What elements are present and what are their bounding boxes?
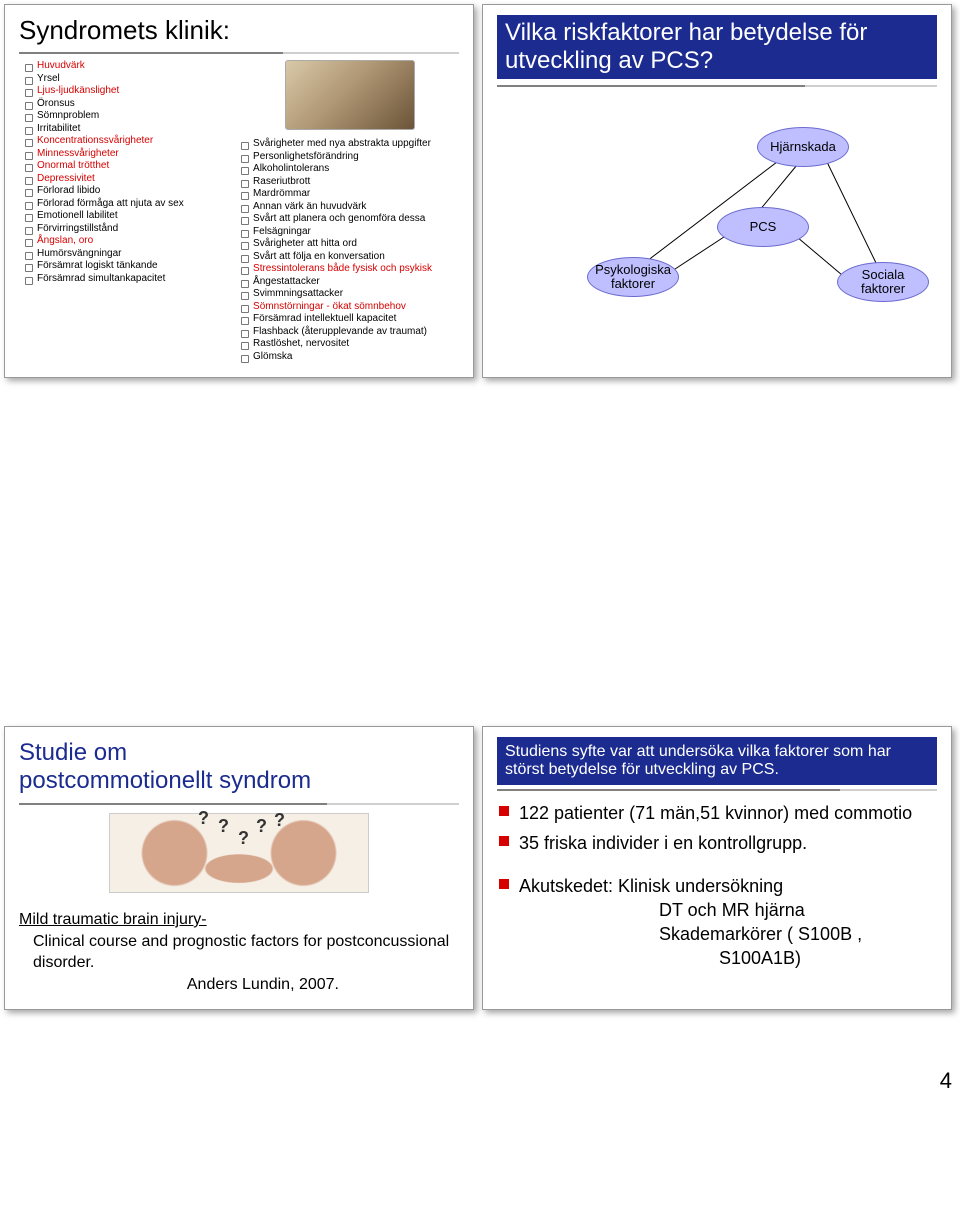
symptom-item: Yrsel: [25, 73, 237, 86]
title-underline: [19, 52, 459, 54]
bullet-item: 35 friska individer i en kontrollgrupp.: [497, 831, 937, 855]
symptom-item: Försämrad simultankapacitet: [25, 273, 237, 286]
symptom-item: Felsägningar: [241, 226, 459, 239]
headache-image: [285, 60, 415, 130]
bullet-item: Akutskedet: Klinisk undersökningDT och M…: [497, 874, 937, 971]
slide3-title-line2: postcommotionellt syndrom: [19, 767, 311, 794]
symptom-item: Ångestattacker: [241, 276, 459, 289]
symptom-item: Personlighetsförändring: [241, 151, 459, 164]
qmark-icon: ?: [274, 810, 285, 831]
qmark-icon: ?: [238, 828, 249, 849]
node-pcs: PCS: [717, 207, 809, 247]
symptom-list-right: Svårigheter med nya abstrakta uppgifterP…: [241, 138, 459, 363]
handout-spacer: [0, 382, 960, 722]
title-underline: [19, 803, 459, 805]
symptom-item: Förvirringstillstånd: [25, 223, 237, 236]
bullet-subline: Skademarkörer ( S100B ,: [519, 922, 937, 946]
symptom-item: Ångslan, oro: [25, 235, 237, 248]
symptom-item: Koncentrationssvårigheter: [25, 135, 237, 148]
node-psykologiska: Psykologiska faktorer: [587, 257, 679, 297]
qmark-icon: ?: [218, 816, 229, 837]
node-hjarnskada: Hjärnskada: [757, 127, 849, 167]
slide-riskfaktorer: Vilka riskfaktorer har betydelse för utv…: [482, 4, 952, 378]
symptom-item: Öronsus: [25, 98, 237, 111]
symptom-item: Raseriutbrott: [241, 176, 459, 189]
node-sociala: Sociala faktorer: [837, 262, 929, 302]
symptom-item: Emotionell labilitet: [25, 210, 237, 223]
slide-studie-pcs: Studie om postcommotionellt syndrom ? ? …: [4, 726, 474, 1010]
slide4-bullets: 122 patienter (71 män,51 kvinnor) med co…: [497, 801, 937, 971]
symptom-item: Minnessvårigheter: [25, 148, 237, 161]
symptom-item: Förlorad förmåga att njuta av sex: [25, 198, 237, 211]
symptom-item: Humörsvängningar: [25, 248, 237, 261]
symptom-item: Ljus-ljudkänslighet: [25, 85, 237, 98]
symptom-item: Annan värk än huvudvärk: [241, 201, 459, 214]
symptom-item: Sömnproblem: [25, 110, 237, 123]
slide-studiens-syfte: Studiens syfte var att undersöka vilka f…: [482, 726, 952, 1010]
title-underline: [497, 789, 937, 791]
qmark-icon: ?: [256, 816, 267, 837]
symptom-item: Försämrat logiskt tänkande: [25, 260, 237, 273]
qmark-icon: ?: [198, 808, 209, 829]
symptom-list-left: HuvudvärkYrselLjus-ljudkänslighetÖronsus…: [25, 60, 237, 285]
bullet-subline: S100A1B): [519, 946, 937, 970]
symptom-item: Försämrad intellektuell kapacitet: [241, 313, 459, 326]
reference-author: Anders Lundin, 2007.: [19, 974, 459, 996]
bullet-subline: DT och MR hjärna: [519, 898, 937, 922]
reference-title: Mild traumatic brain injury-: [19, 911, 207, 928]
page-number: 4: [940, 1068, 952, 1094]
symptom-item: Svårt att planera och genomföra dessa: [241, 213, 459, 226]
symptom-item: Onormal trötthet: [25, 160, 237, 173]
symptom-item: Huvudvärk: [25, 60, 237, 73]
symptom-item: Mardrömmar: [241, 188, 459, 201]
symptom-item: Flashback (återupplevande av traumat): [241, 326, 459, 339]
symptom-item: Svårigheter med nya abstrakta uppgifter: [241, 138, 459, 151]
risk-diagram: Hjärnskada PCS Psykologiska faktorer Soc…: [497, 107, 937, 327]
reference-block: Mild traumatic brain injury- Clinical co…: [19, 909, 459, 995]
slide4-lead: Studiens syfte var att undersöka vilka f…: [497, 737, 937, 785]
symptom-item: Svårigheter att hitta ord: [241, 238, 459, 251]
symptom-item: Förlorad libido: [25, 185, 237, 198]
symptom-item: Rastlöshet, nervositet: [241, 338, 459, 351]
symptom-item: Sömnstörningar - ökat sömnbehov: [241, 301, 459, 314]
title-underline: [497, 85, 937, 87]
symptom-item: Svimmningsattacker: [241, 288, 459, 301]
symptom-item: Svårt att följa en konversation: [241, 251, 459, 264]
symptom-item: Stressintolerans både fysisk och psykisk: [241, 263, 459, 276]
symptom-item: Irritabilitet: [25, 123, 237, 136]
slide2-title: Vilka riskfaktorer har betydelse för utv…: [497, 15, 937, 79]
slide3-title: Studie om postcommotionellt syndrom: [19, 737, 459, 797]
slide3-title-line1: Studie om: [19, 739, 127, 766]
symptom-item: Glömska: [241, 351, 459, 364]
symptom-item: Depressivitet: [25, 173, 237, 186]
slide1-title: Syndromets klinik:: [19, 15, 459, 46]
symptom-item: Alkoholintolerans: [241, 163, 459, 176]
slide-syndromets-klinik: Syndromets klinik: HuvudvärkYrselLjus-lj…: [4, 4, 474, 378]
reference-body: Clinical course and prognostic factors f…: [19, 931, 459, 974]
bullet-item: 122 patienter (71 män,51 kvinnor) med co…: [497, 801, 937, 825]
brain-image: ? ? ? ? ?: [109, 813, 369, 893]
